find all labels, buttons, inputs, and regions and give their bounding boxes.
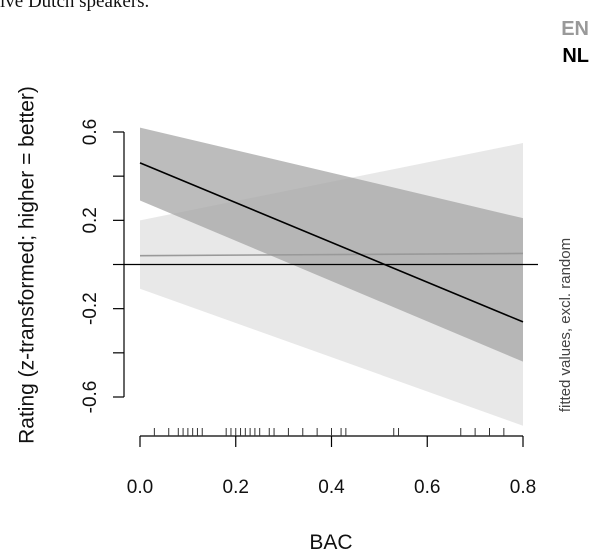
x-axis-label: BAC [309,531,352,552]
caption-fragment: ive Dutch speakers. [0,0,150,12]
y-tick-label: -0.6 [80,381,101,414]
y-tick-label: -0.2 [80,292,101,325]
x-axis: 0.0 0.2 0.4 0.6 0.8 [127,435,536,498]
fit-line-en [139,252,524,257]
y-axis: -0.6 -0.2 0.2 0.6 [80,119,125,414]
fit-line-nl [139,162,524,323]
legend: EN NL [561,18,589,67]
x-tick-label: 0.8 [510,477,536,498]
y-axis-label: Rating (z-transformed; higher = better) [16,86,39,444]
right-side-label: fitted values, excl. random [557,238,574,412]
band-nl [140,127,523,362]
y-tick-label: 0.6 [80,119,101,145]
rug-marks [153,428,505,436]
x-tick-label: 0.2 [223,477,249,498]
fitted-lines [139,162,524,323]
x-tick-label: 0.6 [414,477,440,498]
y-tick-label: 0.2 [80,207,101,233]
legend-entry-en: EN [561,18,589,40]
x-tick-label: 0.4 [318,477,345,498]
confidence-bands [140,127,523,426]
x-tick-label: 0.0 [127,477,153,498]
legend-entry-nl: NL [562,45,589,67]
